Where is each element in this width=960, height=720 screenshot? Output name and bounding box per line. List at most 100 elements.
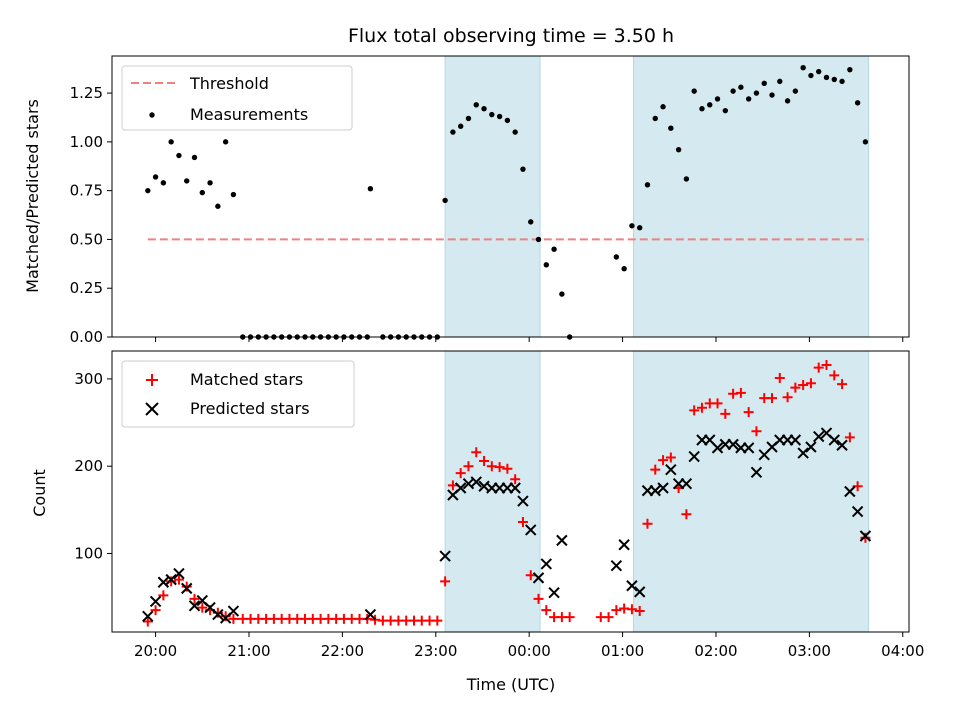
predicted-star-point [142, 610, 154, 622]
measurement-point [637, 225, 643, 231]
measurement-point [215, 203, 221, 209]
measurement-point [644, 182, 651, 188]
measurement-point [160, 180, 167, 186]
predicted-stars-points [142, 427, 872, 624]
predicted-star-point [212, 608, 224, 621]
predicted-star-point [517, 495, 529, 507]
predicted-star-point [188, 600, 201, 612]
matched-star-point [197, 602, 208, 613]
chart-title: Flux total observing time = 3.50 h [348, 25, 674, 47]
top-x-ticks [155, 337, 904, 342]
measurement-point [457, 123, 464, 129]
matched-star-point [735, 387, 746, 398]
measurement-point [745, 96, 752, 102]
y-tick-label: 200 [74, 457, 103, 475]
measurement-point [753, 90, 760, 96]
measurement-point [222, 139, 229, 145]
y-tick-label: 0.75 [70, 182, 103, 200]
matched-star-point [166, 576, 177, 587]
predicted-star-point [149, 595, 162, 608]
legend-predicted-label: Predicted stars [190, 399, 310, 418]
predicted-star-point [618, 539, 630, 551]
measurement-point [777, 78, 783, 85]
top-y-axis-label: Matched/Predicted stars [23, 99, 42, 293]
predicted-star-point [439, 550, 451, 562]
predicted-star-point [680, 477, 693, 490]
measurement-point [730, 88, 736, 94]
measurement-point [528, 219, 534, 225]
predicted-star-point [540, 558, 553, 570]
predicted-star-point [165, 573, 177, 586]
measurement-point [707, 102, 713, 108]
matched-star-point [798, 380, 809, 391]
measurement-point [191, 154, 198, 161]
legend-threshold-label: Threshold [189, 74, 269, 93]
measurement-point [831, 76, 837, 83]
bottom-y-ticks: 100 200 300 [74, 370, 112, 562]
measurement-point [621, 266, 627, 272]
matched-star-point [432, 615, 443, 626]
measurement-point [683, 176, 690, 182]
predicted-star-point [688, 450, 700, 463]
matched-star-point [517, 517, 528, 528]
matched-star-point [642, 518, 653, 529]
matched-star-point [689, 405, 700, 416]
matched-star-point [860, 532, 871, 543]
measurement-point [660, 104, 666, 110]
x-axis-label: Time (UTC) [466, 675, 555, 694]
matched-star-point [181, 581, 192, 592]
matched-star-point [790, 382, 801, 393]
measurement-point [535, 236, 542, 243]
measurement-point [784, 98, 791, 104]
x-tick-label: 22:00 [321, 642, 364, 660]
observing-window-1 [444, 350, 541, 633]
measurement-point [722, 107, 729, 114]
matched-star-point [471, 447, 482, 458]
bottom-axes-frame [111, 350, 910, 633]
predicted-star-point [227, 605, 240, 617]
measurement-point [176, 152, 182, 159]
matched-star-point [650, 464, 661, 475]
matched-star-point [681, 509, 692, 520]
matched-star-point [813, 362, 824, 373]
measurement-point [769, 92, 775, 98]
matched-star-point [455, 468, 466, 479]
ratio-panel: 0.00 0.25 0.50 0.75 1.00 1.25 Matched/Predict… [23, 55, 910, 346]
measurement-point [854, 100, 861, 106]
measurement-point [800, 65, 806, 71]
measurement-point [652, 115, 658, 122]
matched-star-point [173, 574, 184, 585]
matched-star-point [751, 426, 762, 437]
y-tick-label: 0.25 [70, 279, 103, 297]
measurement-point [481, 105, 487, 112]
matched-star-point [479, 455, 490, 466]
x-tick-label: 00:00 [508, 642, 551, 660]
measurement-point [168, 139, 174, 145]
bottom-x-ticks: 20:00 21:00 22:00 23:00 00:00 01:00 02:00 03:00… [134, 632, 924, 660]
predicted-star-point [844, 485, 856, 498]
x-tick-label: 23:00 [414, 642, 457, 660]
legend-measurements-swatch [149, 112, 155, 118]
predicted-star-point [665, 463, 677, 476]
matched-stars-points [142, 359, 871, 627]
predicted-star-point [556, 534, 568, 547]
predicted-star-point [727, 438, 739, 451]
predicted-star-point [525, 524, 537, 536]
matched-star-point [774, 373, 785, 384]
x-tick-label: 03:00 [788, 642, 831, 660]
measurement-point [473, 102, 479, 108]
predicted-star-point [532, 572, 545, 584]
observing-window-1 [444, 55, 541, 338]
predicted-star-point [470, 476, 482, 488]
measurement-point [629, 223, 635, 229]
measurement-point [152, 174, 159, 180]
measurement-point [145, 187, 151, 194]
x-tick-label: 21:00 [227, 642, 270, 660]
predicted-star-point [828, 434, 840, 446]
measurement-point [465, 115, 472, 122]
bottom-y-axis-label: Count [30, 469, 49, 517]
measurement-point [613, 254, 620, 260]
matched-star-point [634, 606, 645, 617]
measurement-point [512, 129, 518, 135]
